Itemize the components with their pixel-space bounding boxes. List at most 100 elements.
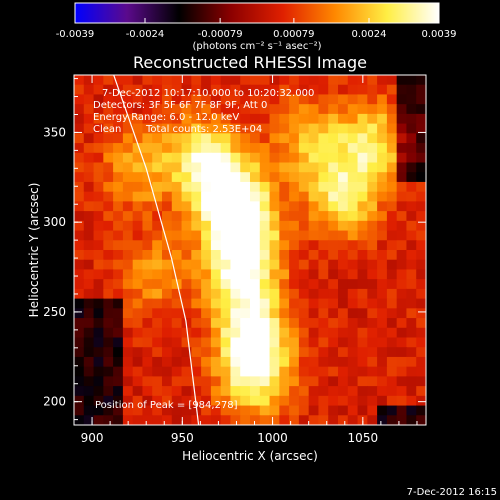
heatmap-cell: [220, 84, 232, 96]
heatmap-cell: [74, 376, 85, 387]
heatmap-cell: [318, 181, 329, 193]
colorbar-tick-label: 0.00079: [273, 29, 314, 40]
heatmap-cell: [93, 172, 104, 183]
heatmap-cell: [181, 395, 192, 407]
heatmap-cell: [396, 356, 408, 368]
heatmap-cell: [279, 366, 290, 377]
heatmap-cell: [308, 84, 320, 96]
heatmap-cell: [230, 337, 241, 348]
heatmap-cell: [113, 143, 124, 154]
heatmap-cell: [298, 75, 310, 86]
heatmap-cell: [132, 259, 144, 271]
heatmap-cell: [250, 298, 261, 309]
heatmap-cell: [279, 298, 290, 309]
y-tick-label: 200: [43, 395, 66, 409]
heatmap-cell: [162, 123, 173, 134]
heatmap-cell: [416, 75, 426, 86]
heatmap-cell: [279, 259, 290, 271]
heatmap-cell: [132, 230, 144, 241]
heatmap-cell: [142, 104, 153, 115]
heatmap-cell: [386, 250, 398, 261]
heatmap-cell: [220, 104, 232, 115]
heatmap-cell: [279, 269, 290, 280]
heatmap-cell: [269, 318, 280, 329]
heatmap-cell: [201, 113, 212, 125]
x-axis-label: Heliocentric X (arcsec): [182, 449, 318, 463]
heatmap-cell: [259, 318, 271, 329]
heatmap-cell: [279, 94, 290, 105]
heatmap-cell: [347, 113, 359, 125]
heatmap-cell: [338, 308, 349, 319]
heatmap-cell: [181, 250, 192, 261]
heatmap-cell: [113, 288, 124, 300]
heatmap-cell: [347, 376, 359, 387]
heatmap-cell: [357, 259, 368, 271]
heatmap-cell: [318, 405, 329, 416]
heatmap-cell: [347, 405, 359, 416]
heatmap-cell: [191, 152, 202, 164]
heatmap-cell: [279, 240, 290, 251]
heatmap-cell: [93, 347, 104, 358]
heatmap-cell: [220, 347, 232, 358]
heatmap-cell: [298, 337, 310, 348]
heatmap-cell: [328, 279, 339, 290]
x-tick-label: 1050: [348, 431, 379, 445]
heatmap-cell: [210, 84, 222, 96]
heatmap-cell: [377, 327, 388, 339]
heatmap-cell: [318, 327, 329, 339]
heatmap-cell: [396, 386, 408, 397]
heatmap-cell: [406, 191, 417, 202]
heatmap-cell: [328, 152, 339, 164]
heatmap-cell: [132, 104, 144, 115]
heatmap-cell: [347, 395, 359, 407]
heatmap-cell: [406, 84, 417, 96]
heatmap-cell: [230, 415, 241, 425]
heatmap-cell: [289, 123, 300, 134]
heatmap-cell: [210, 75, 222, 86]
heatmap-cell: [162, 259, 173, 271]
heatmap-cell: [289, 84, 300, 96]
heatmap-cell: [142, 113, 153, 125]
heatmap-cell: [259, 75, 271, 86]
heatmap-cell: [406, 415, 417, 425]
heatmap-cell: [103, 386, 114, 397]
heatmap-cell: [416, 211, 426, 222]
heatmap-cell: [181, 152, 192, 164]
heatmap-cell: [210, 415, 222, 425]
heatmap-cell: [259, 240, 271, 251]
heatmap-cell: [142, 123, 153, 134]
heatmap-cell: [386, 366, 398, 377]
heatmap-cell: [396, 152, 408, 164]
heatmap-cell: [259, 230, 271, 241]
heatmap-cell: [83, 250, 95, 261]
heatmap-cell: [74, 162, 85, 173]
heatmap-cell: [210, 143, 222, 154]
heatmap-cell: [162, 356, 173, 368]
heatmap-cell: [386, 123, 398, 134]
heatmap-cell: [152, 143, 163, 154]
heatmap-cell: [328, 318, 339, 329]
heatmap-cell: [357, 104, 368, 115]
heatmap-cell: [152, 308, 163, 319]
heatmap-cell: [210, 269, 222, 280]
heatmap-cell: [250, 376, 261, 387]
heatmap-cell: [122, 308, 134, 319]
heatmap-cell: [416, 395, 426, 407]
heatmap-cell: [230, 181, 241, 193]
heatmap-cell: [83, 172, 95, 183]
heatmap-cell: [318, 162, 329, 173]
heatmap-cell: [396, 327, 408, 339]
heatmap-cell: [318, 356, 329, 368]
heatmap-cell: [250, 211, 261, 222]
heatmap-cell: [250, 201, 261, 212]
heatmap-cell: [406, 152, 417, 164]
heatmap-cell: [396, 94, 408, 105]
heatmap-cell: [210, 162, 222, 173]
heatmap-cell: [103, 376, 114, 387]
heatmap-cell: [240, 84, 251, 96]
heatmap-cell: [191, 415, 202, 425]
heatmap-cell: [191, 240, 202, 251]
heatmap-cell: [377, 288, 388, 300]
heatmap-cell: [113, 366, 124, 377]
